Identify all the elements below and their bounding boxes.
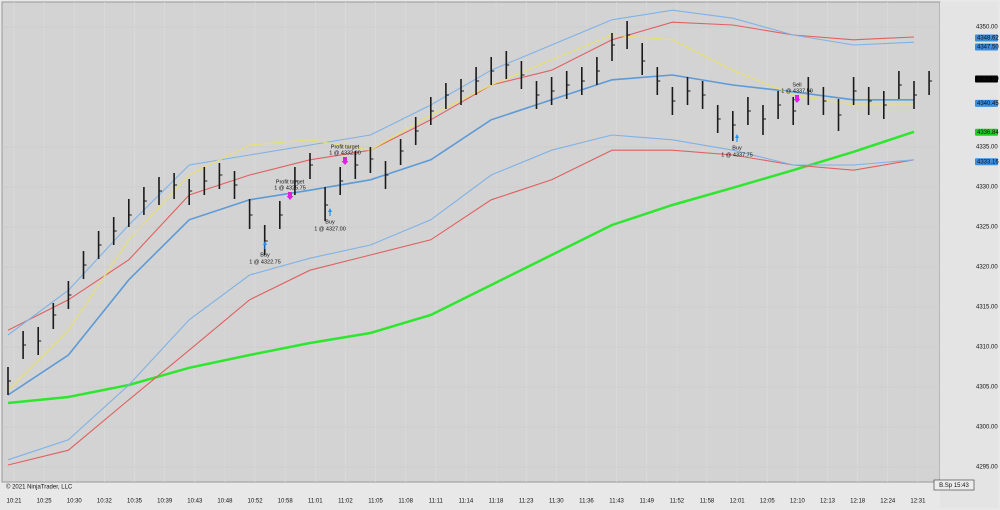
x-tick-label: 11:05 (368, 499, 383, 505)
x-tick-label: 11:23 (519, 499, 534, 505)
x-tick-label: 12:24 (880, 499, 896, 505)
y-tick-label: 4315.00 (976, 305, 998, 311)
buy-arrow (263, 241, 267, 249)
sell-arrow (341, 157, 349, 165)
price-marker (975, 75, 998, 83)
price-marker-label: 4333.16 (977, 159, 999, 165)
annotation-text: 1 @ 4337.50 (781, 88, 813, 94)
x-tick-label: 12:05 (760, 499, 776, 505)
price-axis-area (940, 2, 998, 508)
y-tick-label: 4335.00 (976, 145, 998, 151)
x-tick-label: 10:30 (67, 499, 83, 505)
x-tick-label: 11:43 (609, 499, 624, 505)
x-tick-label: 11:02 (338, 499, 353, 505)
status-box (933, 479, 975, 491)
annotation-title: Profit target (331, 144, 360, 150)
x-tick-label: 10:21 (6, 499, 22, 505)
x-tick-label: 12:18 (850, 499, 866, 505)
sell-arrow (286, 192, 294, 200)
x-tick-label: 10:43 (187, 499, 203, 505)
status: B.Sp 15:43 (939, 483, 969, 489)
indicator-line (7, 134, 915, 461)
x-tick-label: 11:08 (398, 499, 413, 505)
price-marker (975, 128, 998, 136)
x-tick-label: 10:48 (217, 499, 233, 505)
x-tick-label: 11:52 (670, 499, 685, 505)
x-tick-label: 11:14 (459, 499, 474, 505)
x-tick-label: 12:31 (910, 499, 926, 505)
y-tick-label: 4325.00 (976, 225, 998, 231)
annotation-title: Sell (792, 82, 801, 88)
price-marker-label: 4347.50 (977, 45, 999, 51)
copyright: © 2021 NinjaTrader, LLC (6, 484, 73, 491)
buy-arrow (735, 134, 740, 142)
annotation-title: Buy (732, 145, 742, 151)
annotation-title: Buy (325, 219, 335, 225)
y-tick-label: 4310.00 (976, 345, 998, 351)
price-marker-label: 4340.45 (977, 101, 999, 107)
price-marker (975, 43, 998, 51)
x-tick-label: 11:18 (489, 499, 504, 505)
y-tick-label: 4330.00 (976, 185, 998, 191)
annotation-title: Profit target (276, 179, 305, 185)
buy-arrow (328, 208, 332, 216)
x-tick-label: 11:58 (700, 499, 715, 505)
x-tick-label: 11:49 (639, 499, 654, 505)
x-tick-label: 10:52 (248, 499, 264, 505)
y-tick-label: 4320.00 (976, 265, 998, 271)
price-marker-label: 4348.62 (977, 36, 999, 42)
annotation-title: Buy (260, 252, 270, 258)
x-tick-label: 10:25 (37, 499, 53, 505)
annotation-text: 1 @ 4337.75 (721, 152, 753, 158)
annotation-text: 1 @ 4325.75 (274, 185, 306, 191)
y-tick-label: 4350.00 (976, 25, 998, 31)
y-tick-label: 4305.00 (976, 385, 998, 391)
sell-arrow (793, 95, 801, 103)
x-tick-label: 11:30 (549, 499, 564, 505)
price-marker-label: 4336.84 (977, 130, 999, 136)
x-tick-label: 10:35 (127, 499, 143, 505)
y-tick-label: 4295.00 (976, 465, 998, 471)
x-tick-label: 10:39 (157, 499, 173, 505)
x-tick-label: 12:13 (820, 499, 836, 505)
price-marker (975, 34, 998, 42)
x-tick-label: 12:10 (790, 499, 806, 505)
x-tick-label: 10:58 (278, 499, 294, 505)
price-marker-label: 4343.50 (977, 77, 999, 83)
plot-area (1, 1, 941, 483)
annotation-text: 1 @ 4322.75 (249, 259, 281, 265)
x-tick-label: 12:01 (730, 499, 746, 505)
price-marker (975, 158, 998, 166)
x-tick-label: 10:32 (97, 499, 113, 505)
indicator-line (7, 149, 915, 466)
annotation-text: 1 @ 4332.00 (329, 150, 361, 156)
x-tick-label: 11:01 (308, 499, 323, 505)
indicator-line (7, 130, 915, 405)
x-tick-label: 11:36 (579, 499, 594, 505)
price-marker (975, 99, 998, 107)
x-tick-label: 11:11 (429, 499, 444, 505)
annotation-text: 1 @ 4327.00 (314, 226, 346, 232)
indicator-line (7, 74, 914, 396)
y-tick-label: 4300.00 (976, 425, 998, 431)
